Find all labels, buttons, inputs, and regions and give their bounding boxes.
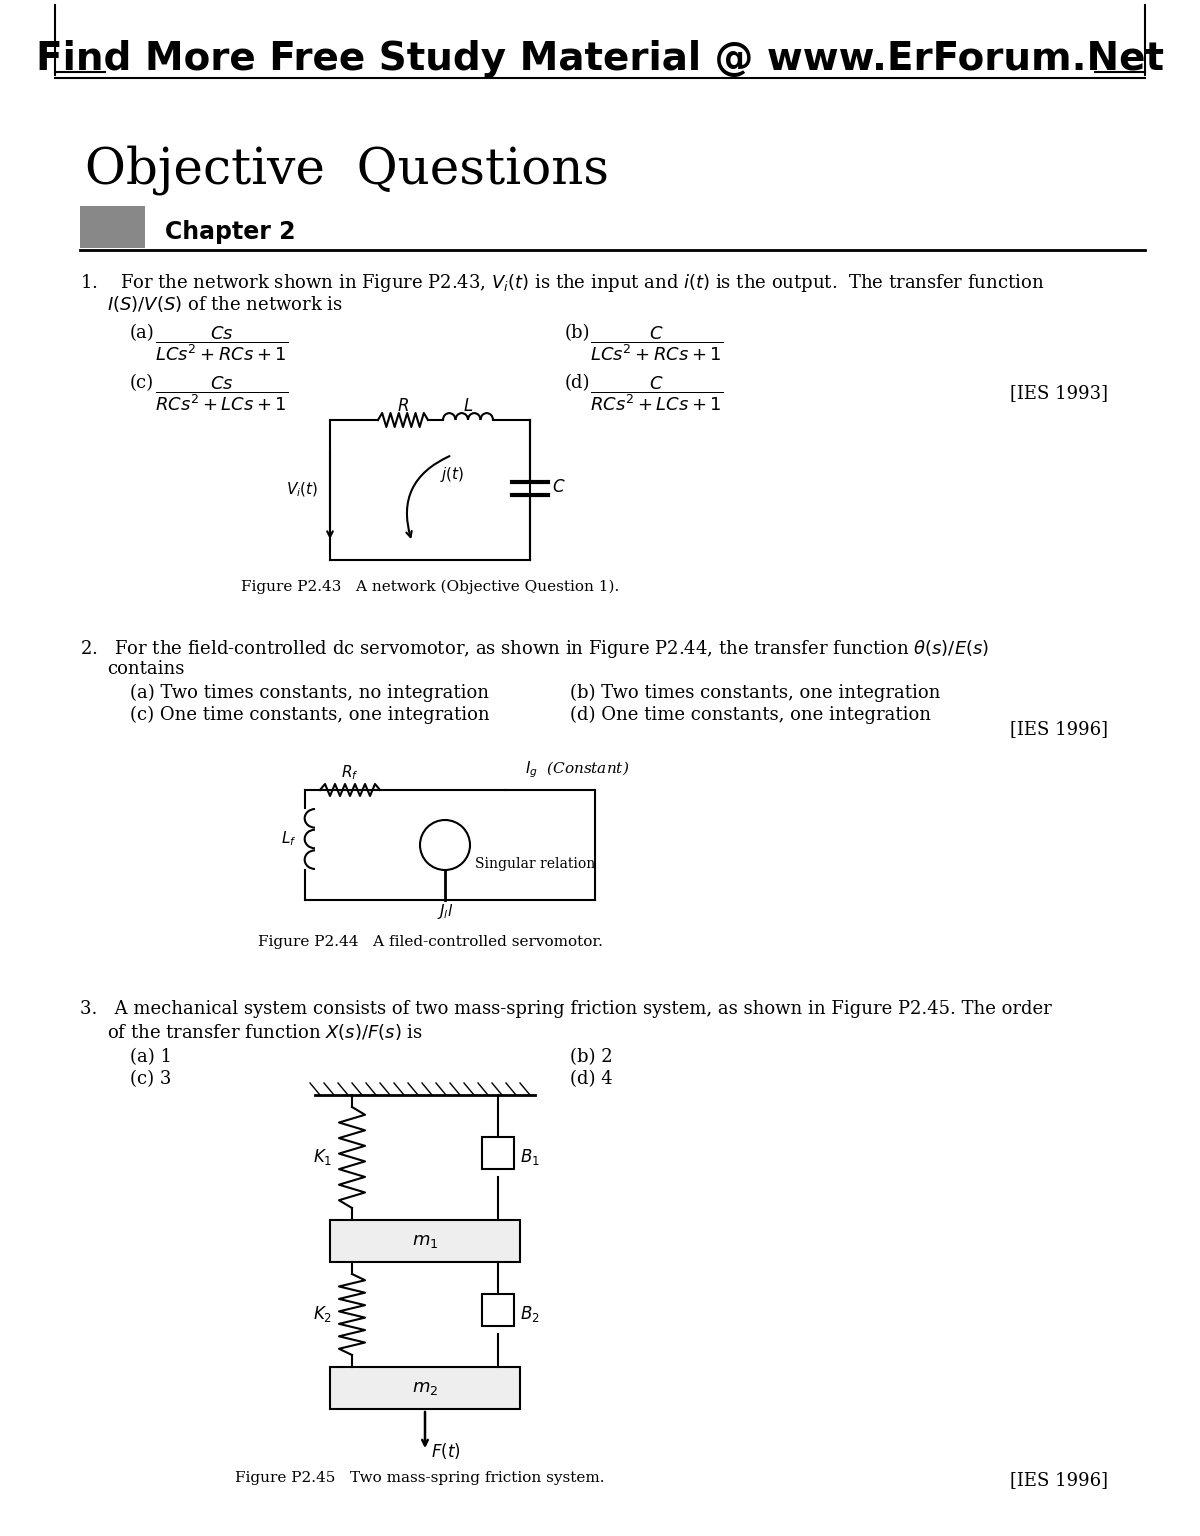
Text: $K_1$: $K_1$ — [313, 1147, 332, 1167]
Bar — [482, 1137, 514, 1169]
Text: $R$: $R$ — [397, 398, 409, 415]
Text: (c): (c) — [130, 373, 154, 392]
Text: [IES 1996]: [IES 1996] — [1010, 720, 1108, 737]
Text: (a) 1: (a) 1 — [130, 1048, 172, 1066]
Text: $L$: $L$ — [463, 398, 473, 415]
Text: (d): (d) — [565, 373, 590, 392]
Text: 3.   A mechanical system consists of two mass-spring friction system, as shown i: 3. A mechanical system consists of two m… — [80, 1000, 1051, 1018]
Text: $m_2$: $m_2$ — [412, 1379, 438, 1398]
Text: $\dfrac{C}{LCs^2 + RCs + 1}$: $\dfrac{C}{LCs^2 + RCs + 1}$ — [590, 324, 724, 362]
Text: (c) One time constants, one integration: (c) One time constants, one integration — [130, 707, 490, 725]
Text: of the transfer function $X(s)/F(s)$ is: of the transfer function $X(s)/F(s)$ is — [107, 1021, 422, 1041]
Text: $j(t)$: $j(t)$ — [440, 465, 464, 484]
Text: Figure P2.43   A network (Objective Question 1).: Figure P2.43 A network (Objective Questi… — [241, 581, 619, 594]
Text: $R_f$: $R_f$ — [341, 763, 359, 782]
Text: (b): (b) — [565, 324, 590, 343]
Text: Chapter 2: Chapter 2 — [166, 220, 295, 244]
Text: (d) One time constants, one integration: (d) One time constants, one integration — [570, 707, 931, 725]
Text: Figure P2.44   A filed-controlled servomotor.: Figure P2.44 A filed-controlled servomot… — [258, 935, 602, 949]
Text: $C$: $C$ — [552, 479, 565, 496]
Text: contains: contains — [107, 660, 185, 677]
Text: $\dfrac{C}{RCs^2 + LCs + 1}$: $\dfrac{C}{RCs^2 + LCs + 1}$ — [590, 373, 724, 413]
Text: $F(t)$: $F(t)$ — [431, 1441, 461, 1461]
Text: (b) Two times constants, one integration: (b) Two times constants, one integration — [570, 684, 941, 702]
Text: $J_l l$: $J_l l$ — [437, 902, 454, 922]
Text: $I_g$  (Constant): $I_g$ (Constant) — [526, 759, 629, 780]
Text: $\dfrac{Cs}{LCs^2 + RCs + 1}$: $\dfrac{Cs}{LCs^2 + RCs + 1}$ — [155, 324, 288, 362]
Text: (a) Two times constants, no integration: (a) Two times constants, no integration — [130, 684, 490, 702]
Text: (a): (a) — [130, 324, 155, 343]
Text: Find More Free Study Material @ www.ErForum.Net: Find More Free Study Material @ www.ErFo… — [36, 40, 1164, 78]
Text: 2.   For the field-controlled dc servomotor, as shown in Figure P2.44, the trans: 2. For the field-controlled dc servomoto… — [80, 637, 989, 660]
Text: $V_i(t)$: $V_i(t)$ — [286, 481, 318, 499]
Bar — [482, 1293, 514, 1326]
Text: Objective  Questions: Objective Questions — [85, 144, 610, 195]
Bar — [330, 1367, 520, 1409]
Bar — [330, 1220, 520, 1263]
Text: $B_2$: $B_2$ — [520, 1304, 540, 1324]
Text: 1.    For the network shown in Figure P2.43, $V_i(t)$ is the input and $i(t)$ is: 1. For the network shown in Figure P2.43… — [80, 272, 1044, 293]
Text: $m_1$: $m_1$ — [412, 1232, 438, 1250]
Text: $I(S)/V(S)$ of the network is: $I(S)/V(S)$ of the network is — [107, 293, 343, 313]
Text: (b) 2: (b) 2 — [570, 1048, 613, 1066]
Text: [IES 1993]: [IES 1993] — [1010, 384, 1108, 402]
Bar — [80, 206, 145, 247]
Text: (c) 3: (c) 3 — [130, 1071, 172, 1087]
Text: $K_2$: $K_2$ — [313, 1304, 332, 1324]
Text: (d) 4: (d) 4 — [570, 1071, 613, 1087]
Text: Singular relation: Singular relation — [475, 857, 595, 871]
Text: $L_f$: $L_f$ — [282, 829, 298, 848]
Text: [IES 1996]: [IES 1996] — [1010, 1471, 1108, 1488]
Text: $\dfrac{Cs}{RCs^2 + LCs + 1}$: $\dfrac{Cs}{RCs^2 + LCs + 1}$ — [155, 373, 288, 413]
Text: $B_1$: $B_1$ — [520, 1147, 540, 1167]
Text: Figure P2.45   Two mass-spring friction system.: Figure P2.45 Two mass-spring friction sy… — [235, 1471, 605, 1485]
